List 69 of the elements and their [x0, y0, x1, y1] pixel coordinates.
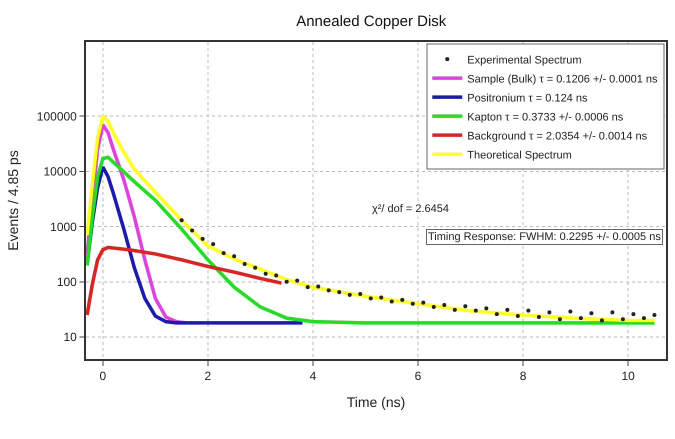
legend-label: Positronium τ = 0.124 ns: [467, 92, 588, 104]
point: [600, 318, 604, 322]
annotation: χ²/ dof = 2.6454: [372, 203, 450, 215]
point: [568, 309, 572, 314]
x-tick-label: 0: [99, 369, 106, 384]
legend-label: Background τ = 2.0354 +/- 0.0014 ns: [467, 130, 648, 142]
point: [326, 288, 331, 292]
y-tick-label: 10000: [43, 164, 78, 179]
y-tick-label: 10: [63, 330, 78, 344]
point: [452, 308, 457, 312]
point: [222, 251, 226, 256]
point: [432, 304, 436, 309]
point: [652, 313, 656, 318]
point: [631, 312, 636, 316]
point: [284, 280, 289, 284]
x-tick-label: 6: [414, 369, 422, 384]
point: [474, 308, 478, 313]
point: [358, 292, 362, 296]
x-tick-label: 8: [520, 369, 527, 384]
point: [390, 299, 394, 304]
x-axis-title: Time (ns): [346, 394, 406, 410]
point: [232, 254, 236, 258]
point: [463, 304, 468, 308]
point: [211, 242, 216, 246]
point: [348, 292, 352, 297]
chart-title: Annealed Copper Disk: [296, 12, 447, 30]
point: [610, 310, 614, 314]
point: [494, 312, 499, 316]
point: [337, 290, 342, 294]
point: [578, 316, 583, 320]
point: [242, 262, 247, 266]
legend-label: Theoretical Spectrum: [467, 149, 572, 162]
point: [516, 314, 520, 318]
point: [264, 272, 268, 276]
point: [547, 310, 552, 314]
point: [379, 295, 384, 300]
y-tick-label: 100: [56, 275, 78, 289]
point: [200, 236, 205, 241]
legend-label: Experimental Spectrum: [467, 54, 582, 66]
point: [295, 278, 300, 283]
point: [316, 284, 320, 289]
point: [484, 306, 488, 310]
point: [180, 218, 184, 222]
point: [253, 266, 258, 270]
point: [410, 302, 415, 306]
point: [368, 296, 373, 300]
point: [306, 285, 310, 290]
x-tick-label: 4: [310, 369, 317, 384]
point: [274, 274, 278, 278]
point: [442, 303, 446, 308]
annotation: Timing Response: FWHM: 0.2295 +/- 0.0005 ns: [428, 231, 662, 243]
legend-label: Kapton τ = 0.3733 +/- 0.0006 ns: [467, 111, 624, 124]
point: [620, 317, 625, 322]
point: [558, 317, 562, 322]
point: [526, 308, 530, 313]
point: [421, 300, 426, 305]
point: [642, 316, 646, 320]
y-axis-title: Events / 4.85 ps: [4, 150, 21, 251]
legend-label: Sample (Bulk) τ = 0.1206 +/- 0.0001 ns: [467, 73, 658, 86]
y-tick-label: 100000: [36, 109, 78, 124]
point: [190, 228, 194, 232]
point: [400, 298, 404, 302]
y-tick-label: 1000: [50, 220, 78, 234]
x-tick-label: 10: [621, 369, 636, 384]
point: [505, 308, 510, 312]
point: [589, 311, 594, 316]
x-tick-label: 2: [204, 369, 212, 384]
line-series: [86, 246, 284, 317]
point: [536, 315, 541, 320]
